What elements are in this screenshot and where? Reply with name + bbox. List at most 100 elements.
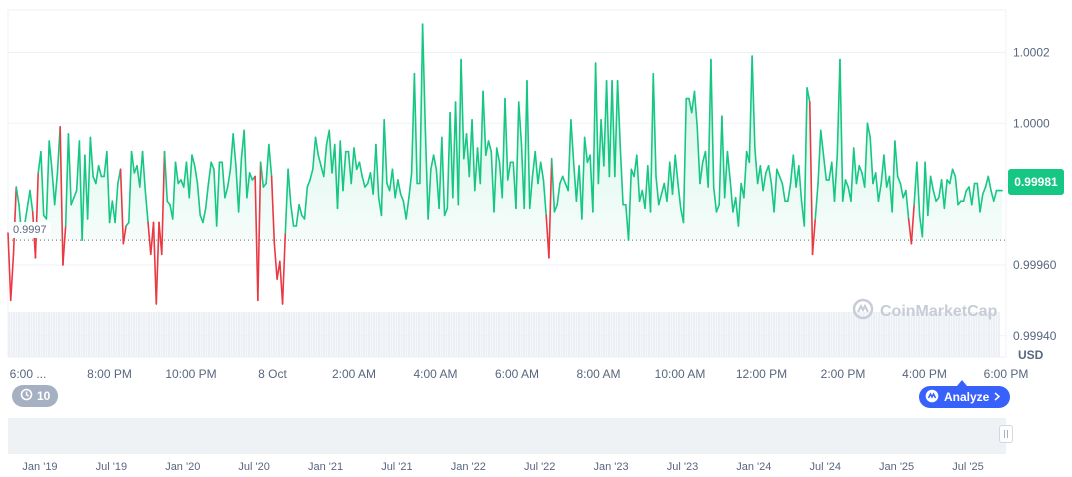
volume-bar [925,312,928,357]
volume-bar [80,312,83,357]
volume-bar [798,312,800,357]
x-tick-label: 10:00 PM [165,367,216,381]
y-tick-label: 1.0000 [1013,116,1050,130]
volume-bar [415,312,418,357]
chevron-right-icon [994,390,1001,404]
volume-bar [58,312,60,357]
volume-bar [33,312,35,357]
volume-bar [845,312,848,357]
volume-bar [273,312,275,357]
volume-bar [493,312,495,357]
y-tick-label: 0.99960 [1013,258,1057,272]
price-segment [561,175,567,185]
volume-bar [628,312,630,357]
volume-bar [950,312,953,357]
price-segment [339,140,344,192]
volume-bar [638,312,640,357]
price-segment [603,80,608,167]
price-segment [67,133,72,206]
volume-bar [878,312,880,357]
price-segment [707,58,712,188]
price-segment [517,101,523,146]
volume-bar [155,312,158,357]
price-segment [108,200,114,224]
price-segment [449,111,454,199]
price-segment [776,168,781,178]
volume-bar [133,312,135,357]
volume-bar [163,312,165,357]
volume-bar [143,312,145,357]
navigator-tick-label: Jan '20 [165,461,200,473]
price-segment [883,154,888,188]
volume-bar [498,312,500,357]
volume-bar [555,312,558,357]
price-segment [141,150,147,192]
volume-bar [598,312,600,357]
price-segment [484,140,490,156]
price-segment [40,150,45,217]
price-segment [353,147,358,171]
volume-bar [60,312,63,357]
price-segment [537,161,542,185]
price-segment [482,90,487,156]
volume-bar [865,312,868,357]
price-segment [73,189,78,199]
price-segment [594,62,600,185]
volume-bar [30,312,33,357]
price-segment [493,147,498,213]
price-segment [539,161,545,181]
volume-bar [988,312,990,357]
volume-bar [118,312,120,357]
price-segment [97,165,103,178]
volume-bar [565,312,568,357]
price-segment [830,161,836,202]
navigator-area[interactable] [8,418,1006,454]
volume-bar [75,312,78,357]
volume-bar [35,312,38,357]
volume-bar [93,312,95,357]
price-segment [202,207,207,224]
volume-bar [100,312,103,357]
volume-bar [205,312,208,357]
volume-bar [113,312,115,357]
volume-bar [875,312,878,357]
history-button[interactable]: 10 [12,385,59,407]
price-segment [193,165,199,185]
volume-bar [368,312,370,357]
price-segment [729,179,734,213]
x-tick-label: 6:00 AM [495,367,539,381]
volume-bar [365,312,368,357]
volume-bar [325,312,328,357]
price-segment [248,172,254,181]
analyze-button-label: Analyze [944,390,990,404]
price-segment [699,161,704,185]
volume-bar [693,312,695,357]
price-segment [649,72,655,213]
price-segment [336,140,342,210]
volume-bar [843,312,845,357]
history-icon [20,388,33,404]
volume-bar [573,312,575,357]
volume-bar [953,312,955,357]
analyze-button[interactable]: Analyze [919,386,1011,408]
volume-bar [820,312,823,357]
price-segment [789,154,795,185]
navigator-handle[interactable] [999,425,1013,443]
volume-bar [803,312,805,357]
volume-bar [608,312,610,357]
price-segment [185,161,191,199]
price-segment [534,150,539,185]
volume-bar [703,312,705,357]
price-segment [905,189,910,220]
price-segment [62,225,67,266]
price-segment [119,168,125,245]
volume-bar [25,312,28,357]
volume-bar [245,312,248,357]
price-segment [309,168,314,181]
volume-bar [913,312,915,357]
volume-bar [408,312,410,357]
price-segment [399,193,405,202]
volume-bar [548,312,550,357]
price-segment [237,157,243,213]
price-segment [863,122,869,188]
